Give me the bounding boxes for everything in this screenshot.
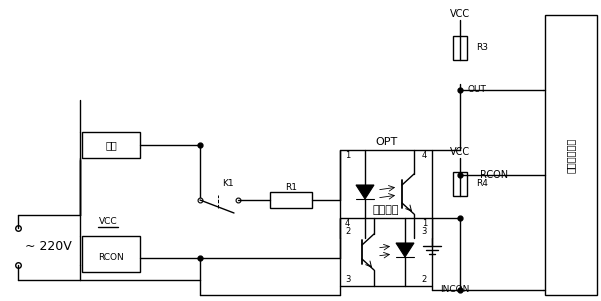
Text: R1: R1 — [285, 184, 297, 193]
Text: 1: 1 — [345, 151, 350, 160]
Text: K1: K1 — [222, 178, 234, 188]
Text: 3: 3 — [422, 228, 427, 237]
Text: INCON: INCON — [440, 286, 469, 294]
Text: 1: 1 — [422, 219, 427, 228]
Polygon shape — [356, 185, 374, 199]
Text: ~ 220V: ~ 220V — [25, 240, 72, 253]
Text: OPT: OPT — [375, 137, 397, 147]
Bar — [82, 236, 140, 272]
Text: RCON: RCON — [98, 253, 124, 262]
Text: RCON: RCON — [480, 170, 508, 180]
Text: VCC: VCC — [450, 147, 470, 157]
Bar — [82, 132, 140, 158]
Text: 负载: 负载 — [105, 140, 117, 150]
Text: 4: 4 — [422, 151, 427, 160]
Text: 信号控制单元: 信号控制单元 — [566, 137, 576, 173]
Text: R4: R4 — [476, 179, 488, 188]
Text: 4: 4 — [345, 219, 350, 228]
Text: 2: 2 — [422, 275, 427, 284]
Text: VCC: VCC — [450, 9, 470, 19]
Text: OUT: OUT — [468, 85, 487, 95]
Text: 2: 2 — [345, 228, 350, 237]
Polygon shape — [396, 243, 414, 257]
Text: VCC: VCC — [99, 218, 117, 226]
Bar — [340, 218, 432, 286]
Text: R3: R3 — [476, 44, 488, 52]
Text: 3: 3 — [345, 275, 350, 284]
Bar — [453, 36, 467, 60]
Bar — [340, 150, 432, 238]
Bar — [545, 15, 597, 295]
Bar — [270, 192, 312, 208]
Text: 切换开关: 切换开关 — [373, 205, 399, 215]
Bar — [453, 172, 467, 196]
